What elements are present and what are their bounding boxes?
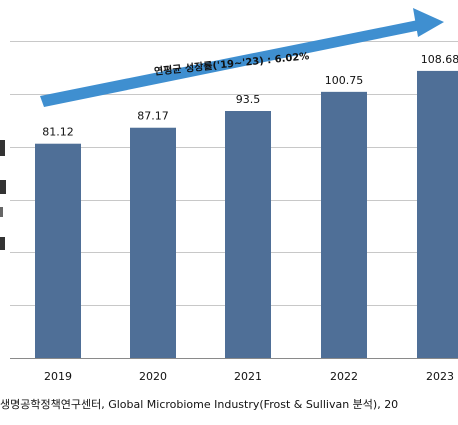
bar-2023	[417, 70, 458, 359]
bar-2022	[321, 91, 367, 358]
y-axis-label-fragment	[0, 140, 6, 250]
x-axis-tick-labels: 2019 2020 2021 2022 2023	[44, 370, 454, 383]
x-tick-2021: 2021	[234, 370, 262, 383]
x-tick-2022: 2022	[330, 370, 358, 383]
cagr-annotation: 연평균 성장률('19~'23) : 6.02%	[153, 49, 309, 78]
data-label-2023: 108.68	[421, 53, 458, 66]
bar-2021	[225, 111, 271, 358]
bar-2019	[35, 143, 81, 358]
data-label-2021: 93.5	[236, 93, 261, 106]
x-tick-2020: 2020	[139, 370, 167, 383]
x-tick-2019: 2019	[44, 370, 72, 383]
x-tick-2023: 2023	[426, 370, 454, 383]
data-label-2020: 87.17	[137, 110, 169, 123]
bars	[35, 70, 458, 359]
data-label-2022: 100.75	[325, 74, 364, 87]
bar-2020	[130, 127, 176, 358]
data-label-2019: 81.12	[42, 126, 74, 139]
source-note: 생명공학정책연구센터, Global Microbiome Industry(F…	[0, 398, 399, 411]
data-labels: 81.12 87.17 93.5 100.75 108.68	[42, 53, 458, 139]
cagr-trend-arrow	[40, 8, 444, 107]
